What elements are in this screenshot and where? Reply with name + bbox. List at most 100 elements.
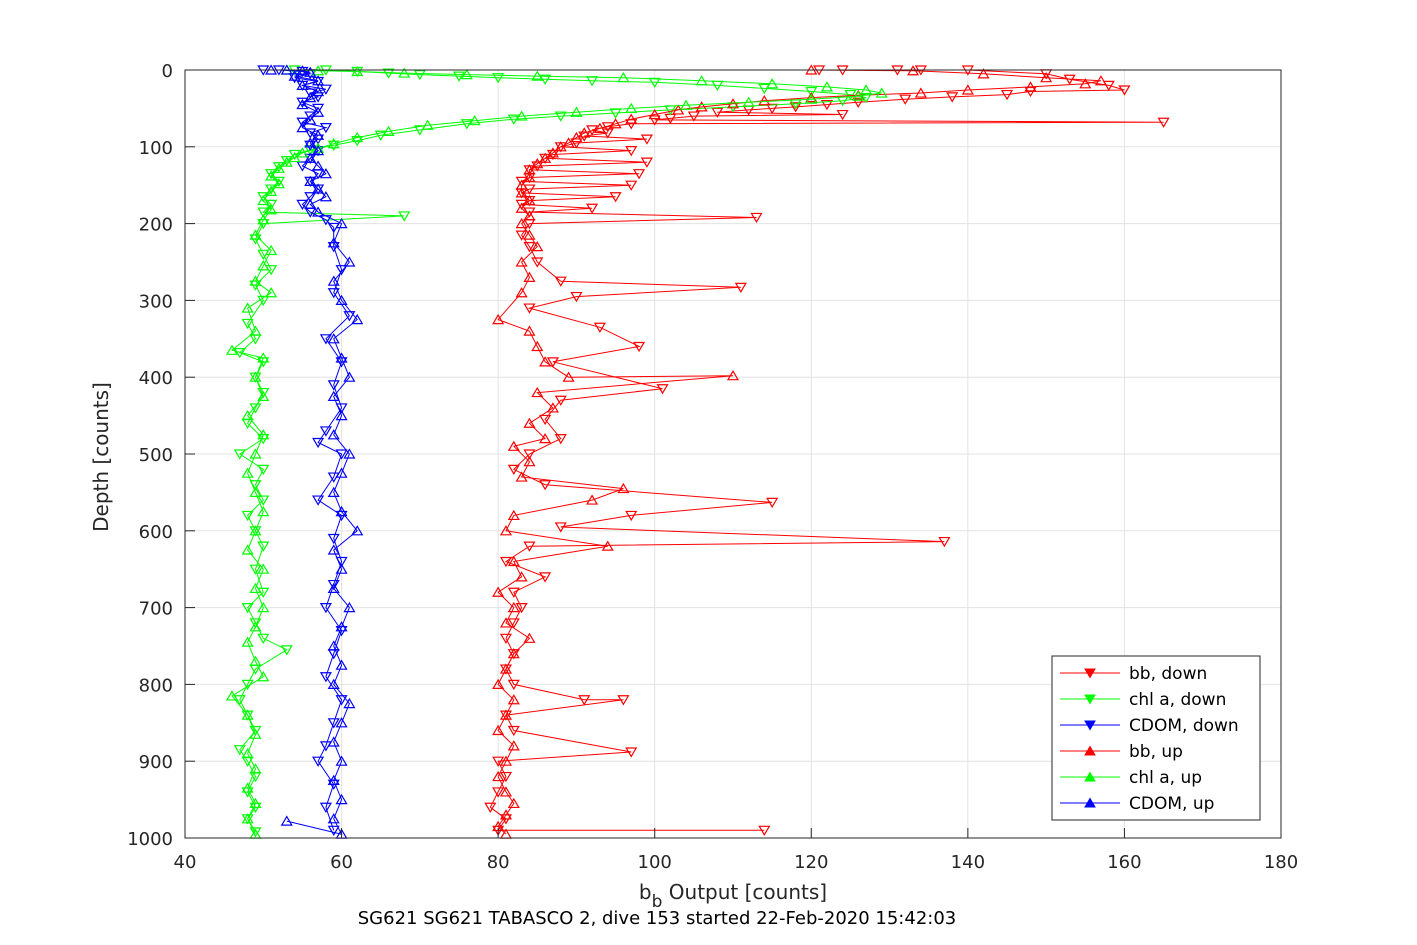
data-point xyxy=(296,199,309,211)
data-point xyxy=(241,318,254,330)
data-point xyxy=(515,230,528,241)
data-point xyxy=(351,131,364,143)
data-point xyxy=(343,601,356,613)
data-point xyxy=(335,659,348,670)
data-point xyxy=(484,802,497,813)
data-point xyxy=(499,556,513,568)
data-point xyxy=(711,107,724,118)
data-point xyxy=(758,825,771,837)
data-point xyxy=(280,156,293,167)
legend-marker xyxy=(1084,694,1096,705)
data-point xyxy=(335,793,348,805)
legend-label: chl a, up xyxy=(1129,768,1202,788)
data-point xyxy=(492,770,505,782)
data-point xyxy=(382,68,395,79)
data-point xyxy=(257,505,270,517)
data-point xyxy=(539,572,552,583)
data-point xyxy=(805,91,818,103)
data-point xyxy=(265,185,278,196)
data-point xyxy=(586,203,599,214)
data-point xyxy=(499,633,513,645)
data-point xyxy=(335,467,348,478)
data-point xyxy=(852,90,865,101)
x-tick-label: 120 xyxy=(794,852,828,873)
data-point xyxy=(327,718,340,729)
data-point xyxy=(257,207,270,218)
data-point xyxy=(265,287,278,298)
data-point xyxy=(460,119,473,130)
data-point xyxy=(249,525,262,536)
legend-label: chl a, down xyxy=(1129,690,1226,710)
data-point xyxy=(265,204,278,215)
data-point xyxy=(554,395,567,406)
data-point xyxy=(304,198,317,209)
data-point xyxy=(593,122,606,133)
data-point xyxy=(327,813,340,824)
data-point xyxy=(327,380,340,391)
data-point xyxy=(625,747,638,758)
data-point xyxy=(280,645,293,656)
legend-entry-2: CDOM, down xyxy=(1060,716,1239,736)
legend-entry-5: CDOM, up xyxy=(1060,794,1214,814)
data-point xyxy=(335,505,348,517)
data-point xyxy=(241,602,254,614)
y-tick-label: 100 xyxy=(139,138,173,159)
data-point xyxy=(617,695,630,706)
data-point xyxy=(1118,85,1131,96)
data-point xyxy=(1040,71,1053,83)
data-point xyxy=(523,194,536,206)
data-point xyxy=(319,84,332,95)
data-point xyxy=(249,763,262,774)
data-point xyxy=(335,449,348,460)
data-point xyxy=(319,191,332,202)
data-point xyxy=(531,158,544,169)
data-point xyxy=(327,544,340,555)
data-point xyxy=(335,352,348,363)
data-point xyxy=(257,563,270,574)
data-point xyxy=(312,75,325,86)
data-point xyxy=(554,434,567,445)
data-point xyxy=(382,125,395,137)
data-point xyxy=(640,134,653,145)
data-point xyxy=(343,256,356,267)
data-point xyxy=(507,440,520,451)
data-point xyxy=(312,106,325,117)
data-point xyxy=(586,494,599,505)
data-point xyxy=(805,93,818,104)
x-tick-label: 140 xyxy=(951,852,985,873)
data-point xyxy=(499,525,513,536)
data-point xyxy=(734,282,747,294)
data-point xyxy=(335,717,348,728)
data-point xyxy=(570,106,583,117)
data-point xyxy=(241,302,254,313)
data-point xyxy=(257,633,270,645)
data-point xyxy=(531,386,544,398)
series-4 xyxy=(225,64,888,839)
data-point xyxy=(679,99,693,110)
y-tick-label: 900 xyxy=(139,752,173,773)
data-point xyxy=(296,121,309,133)
data-point xyxy=(977,68,990,79)
data-point xyxy=(750,212,763,224)
data-point xyxy=(398,211,411,222)
data-point xyxy=(312,103,325,115)
data-point xyxy=(241,510,254,522)
data-point xyxy=(617,71,630,83)
y-tick-label: 800 xyxy=(139,675,173,696)
data-point xyxy=(1157,117,1170,128)
legend-entry-1: chl a, down xyxy=(1060,690,1226,710)
data-point xyxy=(272,177,285,189)
data-point xyxy=(539,356,552,367)
data-point xyxy=(249,797,262,809)
data-point xyxy=(554,111,567,122)
data-point xyxy=(539,152,552,163)
data-point xyxy=(460,68,473,80)
data-point xyxy=(265,170,278,181)
data-point xyxy=(257,352,270,363)
data-point xyxy=(225,690,239,701)
data-point xyxy=(249,655,262,666)
data-point xyxy=(507,601,520,613)
data-point xyxy=(351,313,364,325)
data-point xyxy=(492,586,505,597)
data-point xyxy=(312,206,325,217)
